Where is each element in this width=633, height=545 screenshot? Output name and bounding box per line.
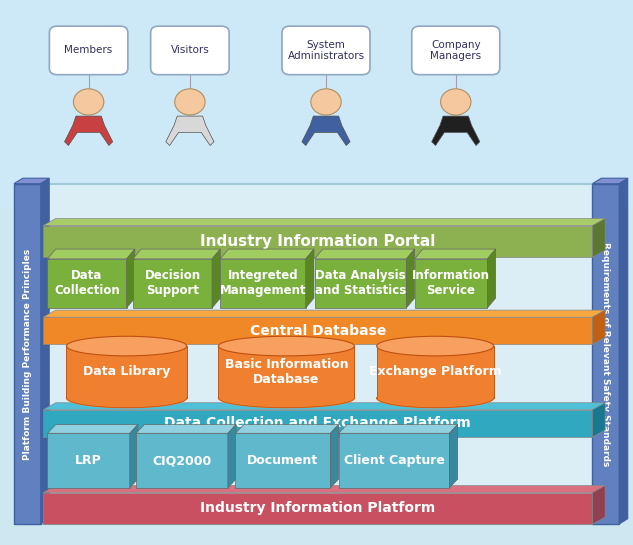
Polygon shape — [377, 398, 494, 408]
FancyBboxPatch shape — [43, 410, 592, 437]
FancyBboxPatch shape — [49, 26, 128, 75]
Text: Exchange Platform: Exchange Platform — [369, 366, 501, 378]
Polygon shape — [43, 310, 605, 317]
Text: Data
Collection: Data Collection — [54, 269, 120, 298]
Polygon shape — [592, 310, 605, 344]
Polygon shape — [432, 116, 480, 146]
FancyBboxPatch shape — [339, 433, 449, 488]
Polygon shape — [166, 116, 214, 146]
Polygon shape — [218, 346, 354, 398]
Polygon shape — [592, 403, 605, 437]
Text: Integreted
Management: Integreted Management — [220, 269, 306, 298]
Polygon shape — [136, 425, 236, 433]
Text: Document: Document — [248, 454, 318, 467]
FancyBboxPatch shape — [315, 259, 406, 308]
FancyBboxPatch shape — [43, 317, 592, 344]
Text: Decision
Support: Decision Support — [144, 269, 201, 298]
FancyBboxPatch shape — [47, 259, 127, 308]
Text: Company
Managers: Company Managers — [430, 40, 481, 61]
Circle shape — [73, 89, 104, 115]
FancyBboxPatch shape — [47, 433, 130, 488]
Text: Members: Members — [65, 45, 113, 56]
Text: CIQ2000: CIQ2000 — [153, 454, 211, 467]
Polygon shape — [43, 486, 605, 493]
Polygon shape — [212, 249, 220, 308]
FancyBboxPatch shape — [592, 184, 619, 524]
FancyBboxPatch shape — [133, 259, 212, 308]
Polygon shape — [66, 398, 187, 408]
Text: Central Database: Central Database — [249, 324, 386, 338]
Polygon shape — [228, 425, 236, 488]
FancyBboxPatch shape — [415, 259, 487, 308]
Polygon shape — [133, 249, 220, 259]
FancyBboxPatch shape — [22, 184, 608, 524]
Text: Industry Information Platform: Industry Information Platform — [200, 501, 436, 516]
Circle shape — [311, 89, 341, 115]
Text: Information
Service: Information Service — [412, 269, 490, 298]
Polygon shape — [302, 116, 350, 146]
Text: LRP: LRP — [75, 454, 102, 467]
FancyBboxPatch shape — [14, 184, 41, 524]
Text: Visitors: Visitors — [170, 45, 210, 56]
Polygon shape — [235, 425, 339, 433]
Polygon shape — [406, 249, 415, 308]
Polygon shape — [130, 425, 138, 488]
Polygon shape — [330, 425, 339, 488]
Text: Basic Information
Database: Basic Information Database — [225, 358, 348, 386]
Ellipse shape — [218, 336, 354, 356]
Polygon shape — [43, 403, 605, 410]
Ellipse shape — [377, 336, 494, 356]
Polygon shape — [14, 178, 49, 184]
Polygon shape — [377, 346, 494, 398]
Circle shape — [441, 89, 471, 115]
Text: Platform Building Performance Principles: Platform Building Performance Principles — [23, 249, 32, 459]
FancyBboxPatch shape — [151, 26, 229, 75]
Polygon shape — [220, 249, 314, 259]
Ellipse shape — [66, 336, 187, 356]
FancyBboxPatch shape — [0, 0, 633, 207]
Polygon shape — [315, 249, 415, 259]
Polygon shape — [66, 346, 187, 398]
Polygon shape — [41, 178, 49, 524]
Polygon shape — [415, 249, 496, 259]
Text: Data Analysis
and Statistics: Data Analysis and Statistics — [315, 269, 406, 298]
Polygon shape — [65, 116, 113, 146]
FancyBboxPatch shape — [43, 226, 592, 257]
FancyBboxPatch shape — [136, 433, 228, 488]
FancyBboxPatch shape — [220, 259, 306, 308]
Polygon shape — [619, 178, 628, 524]
Polygon shape — [127, 249, 135, 308]
Text: Requirements of Relevant Safety Standards: Requirements of Relevant Safety Standard… — [601, 242, 610, 466]
FancyBboxPatch shape — [43, 493, 592, 524]
FancyBboxPatch shape — [411, 26, 500, 75]
Polygon shape — [47, 249, 135, 259]
Polygon shape — [218, 398, 354, 408]
Polygon shape — [592, 178, 628, 184]
Polygon shape — [47, 425, 138, 433]
Circle shape — [175, 89, 205, 115]
FancyBboxPatch shape — [235, 433, 330, 488]
Text: Data Collection and Exchange Platform: Data Collection and Exchange Platform — [165, 416, 471, 431]
FancyBboxPatch shape — [282, 26, 370, 75]
Text: Industry Information Portal: Industry Information Portal — [200, 234, 436, 249]
Polygon shape — [449, 425, 458, 488]
Polygon shape — [43, 219, 605, 226]
Polygon shape — [592, 486, 605, 524]
Text: Client Capture: Client Capture — [344, 454, 444, 467]
Polygon shape — [592, 219, 605, 257]
Polygon shape — [339, 425, 458, 433]
Text: System
Administrators: System Administrators — [287, 40, 365, 61]
Text: Data Library: Data Library — [83, 366, 170, 378]
Polygon shape — [487, 249, 496, 308]
Polygon shape — [306, 249, 314, 308]
